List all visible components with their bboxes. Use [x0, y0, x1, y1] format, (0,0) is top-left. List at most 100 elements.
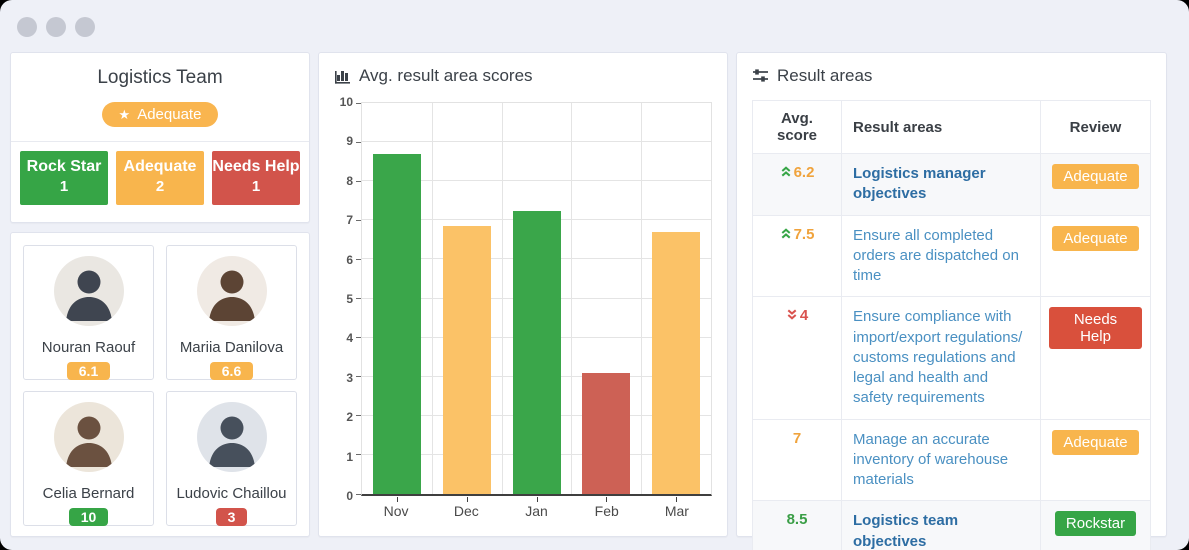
trend-down-icon	[787, 309, 797, 320]
team-header: Logistics Team ★ Adequate	[11, 53, 309, 142]
x-tick-mark	[536, 497, 538, 502]
y-tick-mark	[356, 454, 361, 456]
table-row: 6.2 Logistics manager objectives Adequate	[752, 153, 1151, 216]
x-tick-mark	[676, 497, 678, 502]
x-tick-mark	[396, 497, 398, 502]
result-area-link[interactable]: Ensure compliance with import/export reg…	[853, 308, 1023, 407]
y-tick-label: 0	[346, 489, 353, 503]
result-area-cell: Logistics manager objectives	[841, 153, 1041, 216]
y-tick-mark	[356, 337, 361, 339]
avg-score-cell: 6.2	[752, 153, 842, 216]
y-tick-label: 4	[346, 331, 353, 346]
chart-bar-feb	[582, 372, 631, 494]
y-tick-mark	[356, 376, 361, 378]
team-stat-box: Adequate 2	[116, 151, 204, 205]
bar-chart-icon	[335, 71, 350, 84]
member-name: Nouran Raouf	[41, 339, 136, 356]
bar-chart: 0 1 2 3 4 5 6 7 8 9 10	[334, 95, 712, 503]
window-titlebar	[0, 0, 1189, 44]
member-card[interactable]: Mariia Danilova 6.6	[166, 245, 297, 380]
y-tick-label: 6	[346, 252, 353, 267]
stat-label: Needs Help	[212, 158, 300, 175]
review-cell: Adequate	[1040, 153, 1151, 216]
review-cell: Rockstar	[1040, 500, 1151, 550]
review-cell: Adequate	[1040, 418, 1151, 502]
result-areas-title: Result areas	[777, 66, 873, 85]
window-control-dot[interactable]	[17, 17, 37, 37]
chart-card-header: Avg. result area scores	[334, 66, 712, 86]
v-gridline	[501, 103, 503, 494]
result-area-link[interactable]: Logistics team objectives	[853, 512, 959, 550]
table-row: 4 Ensure compliance with import/export re…	[752, 296, 1151, 420]
y-tick-mark	[356, 298, 361, 299]
review-badge: Rockstar	[1054, 511, 1137, 537]
team-members-card: Nouran Raouf 6.1 Mariia Danilova 6.6 Celia B…	[10, 232, 310, 537]
chart-bar-nov	[372, 153, 421, 494]
result-area-link[interactable]: Manage an accurate inventory of warehous…	[853, 430, 1009, 489]
member-name: Ludovic Chaillou	[176, 485, 287, 502]
y-tick-label: 10	[339, 95, 353, 109]
window-control-dot[interactable]	[75, 17, 95, 37]
avatar	[24, 401, 153, 478]
star-icon: ★	[118, 107, 131, 122]
chart-x-axis-labels: Nov Dec Jan Feb Mar	[361, 496, 712, 526]
member-card[interactable]: Ludovic Chaillou 3	[166, 391, 297, 526]
review-cell: Needs Help	[1040, 296, 1151, 420]
chart-y-axis-labels: 0 1 2 3 4 5 6 7 8 9 10	[334, 95, 361, 503]
x-tick-label: Jan	[525, 503, 548, 519]
chart-bar-jan	[512, 210, 561, 494]
chart-bar-dec	[442, 226, 491, 494]
x-tick-label: Nov	[383, 503, 409, 519]
member-score-badge: 6.6	[209, 362, 254, 380]
result-area-link[interactable]: Logistics manager objectives	[853, 165, 986, 203]
review-badge: Adequate	[1052, 429, 1139, 455]
y-tick-label: 2	[346, 410, 353, 425]
chart-title: Avg. result area scores	[359, 66, 533, 85]
result-area-cell: Ensure compliance with import/export reg…	[841, 296, 1041, 420]
member-name: Mariia Danilova	[179, 339, 284, 356]
review-cell: Adequate	[1040, 214, 1151, 298]
x-tick-label: Dec	[453, 503, 479, 519]
avatar	[167, 255, 296, 332]
team-review-label: Adequate	[137, 106, 202, 123]
stat-value: 1	[59, 178, 69, 195]
member-score-badge: 3	[215, 508, 248, 526]
column-header: Avg. score	[752, 100, 842, 154]
y-tick-mark	[356, 180, 361, 182]
x-tick-label: Mar	[664, 503, 689, 519]
avg-score-cell: 4	[752, 296, 842, 420]
avg-score-cell: 7.5	[752, 214, 842, 298]
chart-plot-area	[356, 102, 712, 502]
result-areas-header: Result areas	[752, 66, 1151, 86]
result-area-link[interactable]: Ensure all completed orders are dispatch…	[853, 226, 1019, 285]
column-header: Review	[1040, 100, 1151, 154]
team-name: Logistics Team	[97, 67, 223, 88]
team-column: Logistics Team ★ Adequate Rock Star 1 Adeq…	[10, 52, 310, 537]
result-area-cell: Logistics team objectives	[841, 500, 1041, 550]
h-gridline	[362, 180, 711, 182]
stat-value: 2	[155, 178, 165, 195]
result-area-cell: Ensure all completed orders are dispatch…	[841, 214, 1041, 298]
stat-label: Rock Star	[26, 158, 102, 175]
review-badge: Needs Help	[1049, 307, 1142, 350]
stat-label: Adequate	[123, 158, 197, 175]
result-areas-card: Result areas Avg. score Result areas Revie…	[736, 52, 1167, 550]
table-row: 7.5 Ensure all completed orders are dispa…	[752, 214, 1151, 298]
member-card[interactable]: Celia Bernard 10	[23, 391, 154, 526]
y-tick-mark	[356, 493, 361, 495]
v-gridline	[641, 103, 643, 494]
result-area-cell: Manage an accurate inventory of warehous…	[841, 418, 1041, 502]
team-stat-box: Rock Star 1	[20, 151, 108, 205]
avatar	[24, 255, 153, 332]
member-card[interactable]: Nouran Raouf 6.1	[23, 245, 154, 380]
member-name: Celia Bernard	[42, 485, 135, 502]
window-control-dot[interactable]	[46, 17, 66, 37]
y-tick-mark	[356, 219, 361, 221]
y-tick-mark	[356, 258, 361, 260]
v-gridline	[571, 103, 573, 494]
avg-score-cell: 8.5	[752, 500, 842, 550]
y-tick-label: 9	[346, 134, 353, 149]
member-score-badge: 6.1	[66, 362, 111, 380]
review-badge: Adequate	[1052, 225, 1139, 251]
